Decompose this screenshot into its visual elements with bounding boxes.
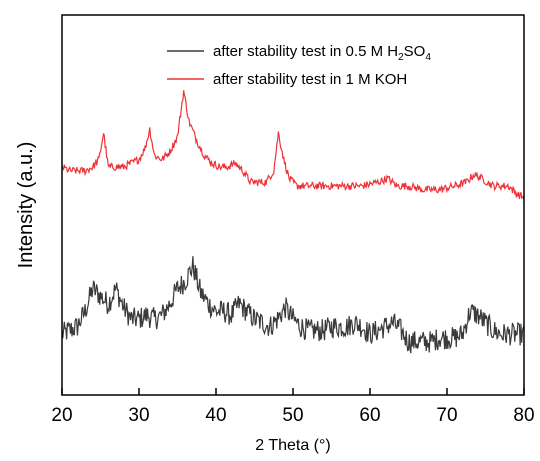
x-tick-label: 20 xyxy=(51,405,72,426)
x-axis: 20 30 40 50 60 70 80 xyxy=(51,388,535,426)
plot-lines xyxy=(61,90,525,354)
series-line-2 xyxy=(61,90,525,201)
x-tick-label: 80 xyxy=(513,405,534,426)
x-tick-label: 70 xyxy=(436,405,457,426)
x-tick-label: 60 xyxy=(359,405,380,426)
x-tick-label: 40 xyxy=(205,405,226,426)
y-axis-title: Intensity (a.u.) xyxy=(15,142,37,269)
legend-label-2: after stability test in 1 M KOH xyxy=(213,71,407,88)
series-line-1 xyxy=(61,256,525,354)
x-axis-title: 2 Theta (°) xyxy=(255,437,330,454)
legend: after stability test in 0.5 M H2SO4 after… xyxy=(167,43,431,88)
legend-label-1: after stability test in 0.5 M H2SO4 xyxy=(213,43,431,63)
x-tick-label: 50 xyxy=(282,405,303,426)
x-tick-label: 30 xyxy=(128,405,149,426)
